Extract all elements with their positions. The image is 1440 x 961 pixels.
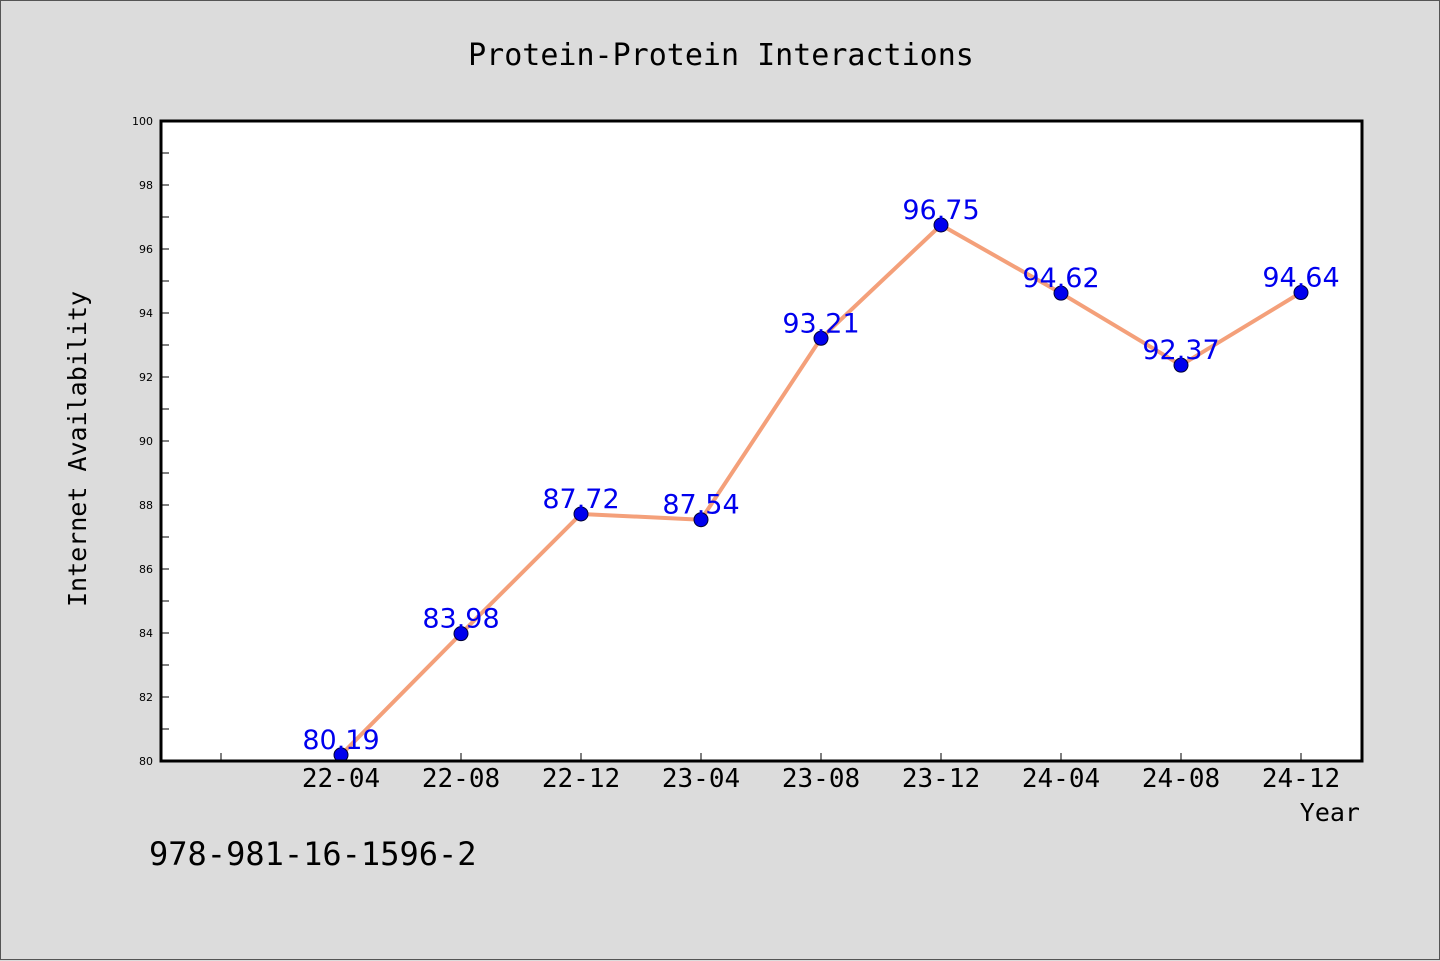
y-tick-label: 82 bbox=[139, 691, 153, 704]
data-label: 83.98 bbox=[422, 604, 499, 635]
series-layer: 80.19 83.98 87.72 87.54 93.21 96.75 94.62 92.37… bbox=[302, 195, 1340, 763]
data-label: 94.64 bbox=[1262, 263, 1339, 294]
data-point bbox=[573, 506, 589, 522]
x-tick-label: 23-08 bbox=[782, 764, 860, 794]
y-axis: 80 82 84 86 88 90 92 94 96 98 100 bbox=[132, 115, 169, 768]
x-axis-label: Year bbox=[1300, 798, 1360, 827]
chart-title: Protein-Protein Interactions bbox=[468, 38, 974, 73]
y-tick-label: 84 bbox=[139, 627, 153, 640]
data-label: 93.21 bbox=[782, 308, 859, 339]
y-tick-label: 94 bbox=[139, 307, 153, 320]
x-tick-label: 23-12 bbox=[902, 764, 980, 794]
y-tick-label: 90 bbox=[139, 435, 153, 448]
y-tick-label: 96 bbox=[139, 243, 153, 256]
data-label: 92.37 bbox=[1142, 335, 1219, 366]
data-point bbox=[813, 330, 829, 346]
y-tick-label: 92 bbox=[139, 371, 153, 384]
isbn-footnote: 978-981-16-1596-2 bbox=[149, 835, 477, 873]
data-label: 87.54 bbox=[662, 490, 739, 521]
data-point bbox=[1173, 357, 1189, 373]
x-tick-label: 22-12 bbox=[542, 764, 620, 794]
plot-border bbox=[159, 119, 1364, 763]
x-tick-label: 24-08 bbox=[1142, 764, 1220, 794]
data-point bbox=[453, 626, 469, 642]
x-tick-label: 23-04 bbox=[662, 764, 740, 794]
x-tick-label: 24-12 bbox=[1262, 764, 1340, 794]
data-point bbox=[1293, 285, 1309, 301]
y-tick-label: 86 bbox=[139, 563, 153, 576]
data-label: 94.62 bbox=[1022, 263, 1099, 294]
data-label: 96.75 bbox=[902, 195, 979, 226]
data-point bbox=[933, 217, 949, 233]
y-tick-label: 80 bbox=[139, 755, 153, 768]
x-tick-label: 22-08 bbox=[422, 764, 500, 794]
y-tick-label: 100 bbox=[132, 115, 153, 128]
data-point bbox=[1053, 285, 1069, 301]
x-tick-label: 24-04 bbox=[1022, 764, 1100, 794]
y-tick-label: 88 bbox=[139, 499, 153, 512]
y-tick-label: 98 bbox=[139, 179, 153, 192]
y-axis-label: Internet Availability bbox=[63, 291, 92, 607]
data-label: 87.72 bbox=[542, 484, 619, 515]
data-label: 80.19 bbox=[302, 725, 379, 756]
data-point bbox=[693, 512, 709, 528]
x-axis: 22-04 22-08 22-12 23-04 23-08 23-12 24-04 24-08… bbox=[220, 753, 1340, 794]
plot-area bbox=[161, 121, 1362, 761]
x-tick-label: 22-04 bbox=[302, 764, 380, 794]
